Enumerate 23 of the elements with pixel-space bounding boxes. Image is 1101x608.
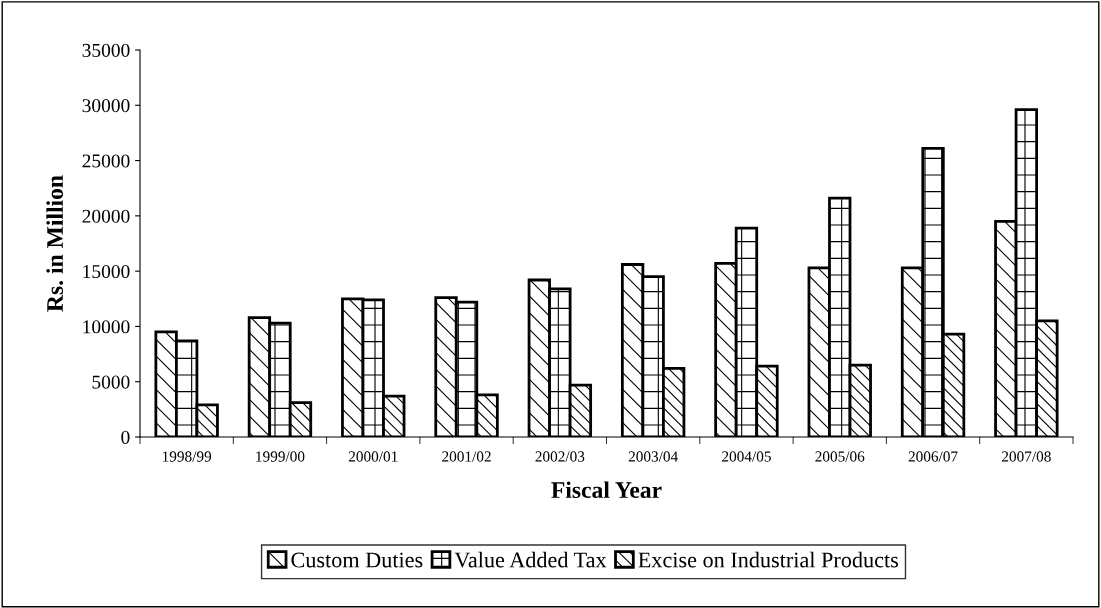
y-tick-label: 15000 [83, 264, 130, 279]
x-tick-label: 2007/08 [1001, 451, 1051, 462]
x-tick-label: 2001/02 [442, 451, 491, 462]
x-tick-label: 2002/03 [535, 451, 585, 462]
y-axis-title: Rs. in Million [46, 175, 64, 312]
y-tick-label: 20000 [82, 209, 130, 223]
x-tick-label: 1999/00 [256, 451, 305, 462]
x-tick-label: 2006/07 [908, 451, 958, 462]
x-tick-label: 1998/99 [162, 451, 212, 462]
legend-label: Custom Duties [291, 552, 423, 568]
y-tick-label: 0 [121, 430, 130, 444]
y-tick-label: 35000 [82, 43, 130, 57]
x-tick-label: 2004/05 [722, 451, 771, 462]
x-tick-label: 2003/04 [628, 451, 678, 462]
legend-label: Value Added Tax [454, 551, 607, 568]
y-tick-label: 25000 [82, 154, 130, 168]
x-axis-title: Fiscal Year [551, 481, 662, 499]
legend-label: Excise on Industrial Products [638, 551, 899, 568]
y-tick-label: 30000 [82, 99, 130, 113]
x-tick-label: 2005/06 [815, 451, 865, 462]
y-tick-label: 10000 [83, 320, 130, 334]
x-tick-label: 2000/01 [348, 451, 398, 462]
y-tick-label: 5000 [92, 375, 130, 389]
